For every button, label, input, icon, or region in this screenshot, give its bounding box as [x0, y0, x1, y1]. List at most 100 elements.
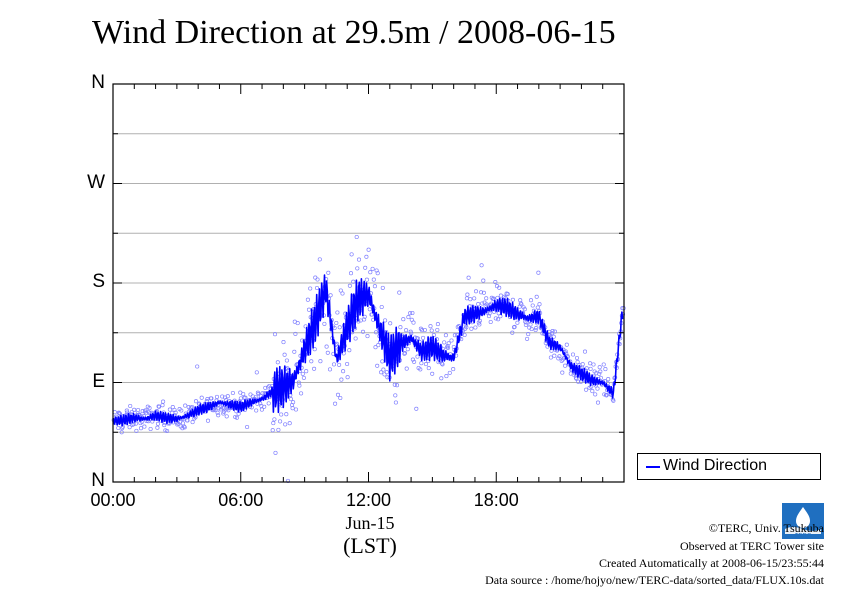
raw-sample-point [598, 369, 603, 374]
raw-sample-point [496, 317, 501, 322]
raw-sample-point [412, 359, 417, 364]
raw-sample-point [557, 354, 562, 359]
raw-sample-point [590, 389, 595, 394]
raw-sample-point [283, 422, 288, 427]
y-tick-label: E [92, 370, 105, 392]
wind-direction-line [112, 274, 624, 427]
raw-sample-point [230, 390, 235, 396]
raw-sample-point [380, 359, 385, 364]
raw-sample-point [588, 361, 593, 366]
raw-sample-point [366, 247, 371, 252]
raw-sample-point [530, 303, 535, 308]
raw-sample-point [314, 285, 320, 291]
raw-sample-point [335, 392, 341, 397]
raw-sample-point [380, 285, 385, 290]
raw-sample-point [292, 349, 297, 354]
raw-sample-point [348, 271, 354, 276]
raw-sample-point [376, 343, 381, 348]
raw-sample-point [278, 419, 283, 424]
raw-sample-point [116, 410, 121, 415]
raw-sample-point [136, 407, 141, 413]
raw-sample-point [225, 394, 230, 399]
raw-sample-point [204, 399, 209, 404]
raw-sample-point [481, 278, 486, 283]
raw-sample-point [479, 263, 484, 268]
raw-sample-point [473, 289, 479, 294]
raw-sample-point [367, 307, 372, 312]
raw-sample-point [185, 418, 190, 423]
raw-sample-point [267, 383, 272, 389]
raw-sample-point [379, 304, 384, 310]
raw-sample-point [363, 265, 368, 270]
raw-sample-point [354, 234, 359, 240]
raw-sample-point [393, 400, 398, 405]
x-tick-label: 12:00 [345, 490, 392, 510]
raw-sample-point [293, 331, 298, 336]
raw-sample-point [575, 359, 580, 365]
raw-sample-point [408, 311, 413, 316]
raw-sample-point [116, 425, 121, 431]
raw-sample-point [224, 414, 229, 419]
raw-sample-point [493, 316, 498, 321]
raw-sample-point [124, 408, 129, 413]
raw-sample-point [172, 407, 177, 413]
logo-text: TERC [795, 534, 812, 540]
raw-sample-point [282, 352, 287, 357]
raw-sample-point [301, 375, 306, 380]
raw-sample-point [317, 257, 322, 262]
raw-sample-point [552, 329, 557, 334]
raw-sample-point [338, 288, 343, 293]
raw-sample-point [138, 426, 144, 431]
raw-sample-point [477, 322, 482, 327]
raw-sample-point [309, 359, 314, 364]
raw-sample-point [498, 314, 503, 319]
raw-sample-point [272, 417, 277, 422]
raw-sample-point [404, 366, 409, 371]
raw-sample-point [580, 362, 585, 367]
legend-line-swatch [646, 466, 660, 468]
observed-text: Observed at TERC Tower site [679, 539, 824, 553]
raw-sample-point [327, 367, 333, 372]
raw-sample-point [165, 428, 170, 434]
raw-sample-point [576, 379, 581, 384]
raw-sample-point [213, 408, 218, 413]
raw-sample-point [601, 362, 606, 367]
raw-sample-point [603, 367, 608, 372]
raw-sample-point [528, 298, 534, 303]
raw-sample-point [439, 361, 444, 366]
raw-sample-point [481, 290, 486, 295]
legend: Wind Direction [637, 453, 821, 480]
raw-sample-point [304, 369, 309, 374]
raw-sample-point [498, 293, 503, 298]
raw-sample-point [446, 345, 451, 350]
raw-sample-point [397, 290, 402, 295]
raw-sample-point [182, 424, 187, 429]
raw-sample-point [155, 425, 160, 430]
raw-sample-point [373, 330, 379, 335]
raw-sample-point [505, 292, 510, 297]
raw-sample-point [552, 353, 557, 358]
raw-sample-point [258, 401, 263, 406]
raw-sample-point [146, 410, 151, 415]
raw-sample-point [266, 401, 271, 406]
raw-sample-point [415, 354, 420, 359]
raw-sample-point [525, 336, 530, 341]
raw-sample-point [515, 320, 520, 325]
raw-sample-point [430, 371, 435, 376]
raw-sample-point [423, 362, 429, 367]
raw-sample-point [570, 352, 576, 357]
y-tick-label: S [92, 271, 105, 292]
raw-sample-point [560, 370, 565, 375]
raw-sample-point [556, 356, 561, 361]
raw-sample-point [384, 370, 389, 375]
raw-sample-point [173, 410, 178, 415]
raw-sample-point [347, 348, 352, 353]
raw-sample-point [406, 315, 411, 320]
raw-sample-point [337, 362, 342, 367]
raw-sample-point [462, 332, 467, 338]
raw-sample-point [593, 392, 598, 397]
raw-sample-point [161, 399, 166, 404]
raw-sample-point [472, 296, 477, 301]
raw-sample-point [306, 307, 312, 312]
raw-sample-point [392, 382, 397, 387]
